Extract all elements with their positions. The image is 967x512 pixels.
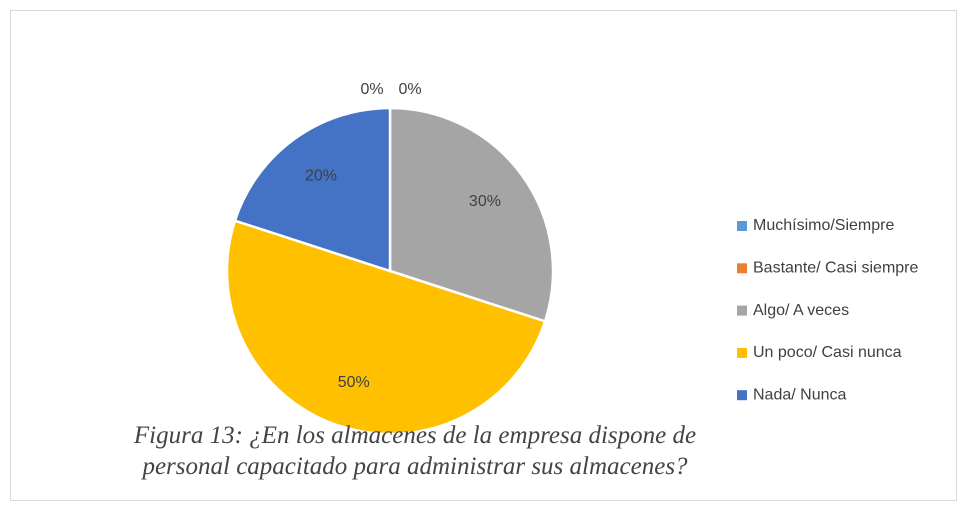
legend-swatch <box>737 347 747 358</box>
pie-slice <box>388 106 555 323</box>
pie-slice <box>233 106 392 273</box>
data-label: 0% <box>398 81 421 98</box>
legend-swatch <box>737 305 747 316</box>
legend-label: Nada/ Nunca <box>753 386 846 403</box>
legend-label: Un poco/ Casi nunca <box>753 344 902 361</box>
data-label: 0% <box>360 81 383 98</box>
legend-swatch <box>737 390 747 401</box>
legend-label: Bastante/ Casi siempre <box>753 260 919 277</box>
legend-swatch <box>737 263 747 274</box>
legend-label: Muchísimo/Siempre <box>753 217 894 234</box>
caption: Figura 13: ¿En los almacenes de la empre… <box>133 422 697 480</box>
data-label: 20% <box>305 167 337 184</box>
data-label: 30% <box>469 193 501 210</box>
pie-slice <box>225 219 547 435</box>
legend-swatch <box>737 221 747 231</box>
data-label: 50% <box>338 374 370 391</box>
legend-label: Algo/ A veces <box>753 302 849 319</box>
